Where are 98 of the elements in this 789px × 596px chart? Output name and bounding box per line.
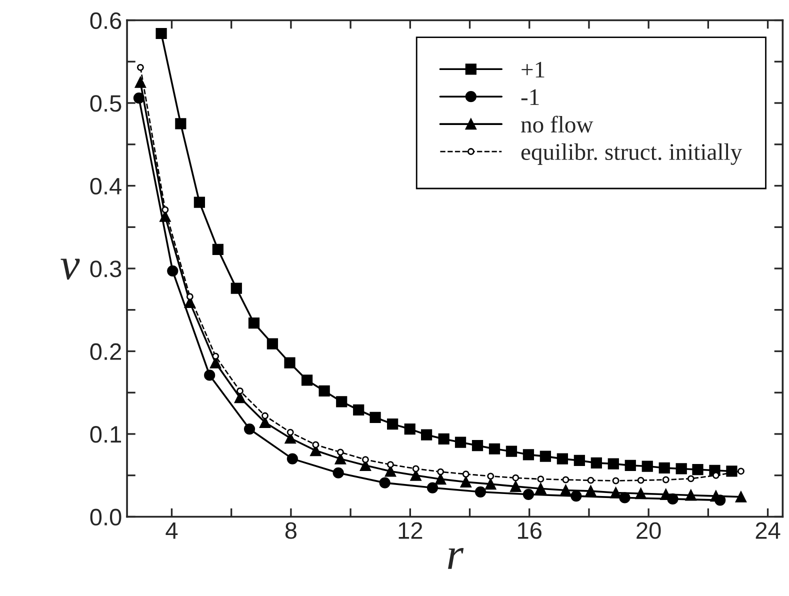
point [370, 412, 381, 423]
point [658, 462, 670, 474]
point [487, 472, 494, 480]
point [262, 412, 268, 420]
point [585, 486, 596, 497]
point [244, 423, 256, 435]
point [662, 476, 670, 484]
point [624, 460, 636, 471]
point [266, 338, 278, 350]
point [136, 64, 144, 71]
point [212, 244, 224, 256]
point [642, 460, 653, 472]
point [637, 476, 644, 484]
point [590, 457, 602, 469]
point [460, 476, 472, 488]
point [286, 453, 298, 464]
point [186, 293, 194, 300]
point [404, 423, 416, 435]
point [353, 404, 364, 416]
y-tick-label: 0.0 [90, 508, 122, 526]
point [336, 448, 344, 456]
point [676, 463, 687, 474]
point [587, 476, 594, 484]
point [194, 196, 206, 208]
point [474, 486, 486, 498]
y-tick-label: 0.4 [90, 178, 122, 195]
point [522, 488, 534, 500]
point [156, 28, 167, 40]
point [535, 483, 546, 494]
point [462, 470, 470, 478]
point [512, 474, 520, 482]
point [362, 456, 369, 464]
point [685, 490, 696, 501]
point [522, 449, 534, 460]
y-tick-label: 0.6 [90, 12, 122, 30]
point [735, 491, 747, 502]
point [570, 490, 582, 502]
point [472, 440, 484, 452]
point [454, 436, 466, 448]
point [426, 482, 438, 494]
legend-label: +1 [522, 62, 544, 78]
point [284, 357, 296, 368]
point [212, 352, 220, 360]
point [248, 318, 260, 329]
y-axis-title: v [60, 258, 80, 280]
point [167, 265, 178, 277]
point [312, 441, 320, 448]
point [560, 484, 572, 496]
x-tick-label: 24 [756, 522, 780, 539]
point [230, 282, 242, 294]
point [574, 454, 585, 466]
point [437, 468, 444, 476]
x-tick-label: 8 [285, 522, 296, 539]
point [687, 475, 694, 482]
point [608, 458, 619, 470]
point [387, 461, 394, 468]
point [379, 477, 390, 488]
x-tick-label: 16 [518, 522, 542, 539]
point [301, 374, 313, 386]
point [204, 370, 216, 381]
point [610, 487, 622, 498]
x-tick-label: 12 [398, 522, 422, 539]
point [485, 478, 496, 490]
y-tick-label: 0.1 [90, 426, 122, 443]
point [387, 418, 398, 430]
point [336, 396, 348, 408]
point [318, 385, 330, 397]
point [635, 488, 646, 500]
point [556, 453, 568, 464]
point [134, 76, 146, 88]
point [562, 476, 570, 484]
point [236, 387, 244, 394]
point [510, 480, 522, 492]
point [434, 474, 446, 485]
point [438, 433, 450, 445]
point [737, 468, 744, 475]
legend-label: -1 [521, 89, 539, 105]
legend-label: equilibr. struct. initially [521, 143, 742, 165]
point [692, 464, 704, 476]
y-tick-label: 0.5 [90, 95, 122, 112]
x-tick-label: 4 [166, 522, 178, 539]
point [540, 450, 552, 462]
point [612, 477, 620, 484]
point [488, 443, 500, 454]
point [506, 446, 518, 457]
point [332, 467, 344, 478]
point [537, 476, 544, 483]
point [420, 429, 432, 440]
y-tick-label: 0.2 [90, 343, 121, 360]
point [162, 206, 169, 214]
y-tick-label: 0.3 [90, 260, 122, 278]
point [412, 465, 420, 472]
legend-label: no flow [521, 116, 594, 133]
x-tick-label: 20 [636, 522, 661, 539]
point [726, 466, 738, 477]
point [175, 118, 186, 130]
point [286, 428, 294, 436]
x-axis-title: r [448, 548, 464, 569]
